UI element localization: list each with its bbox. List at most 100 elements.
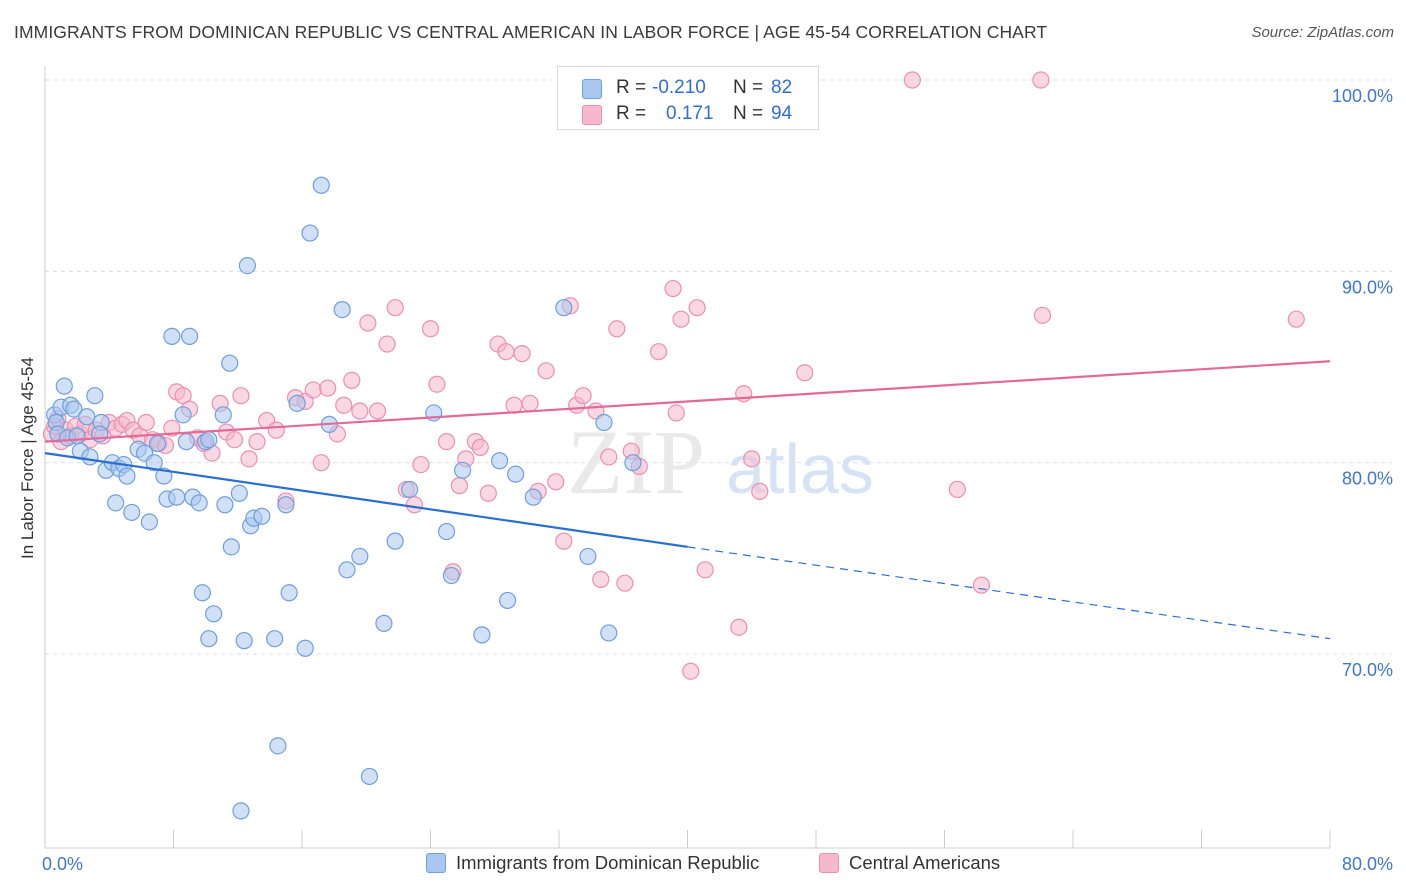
point-central-american <box>696 561 714 579</box>
legend-swatch-pink <box>582 105 602 125</box>
point-dominican <box>193 584 212 602</box>
point-central-american <box>240 450 258 468</box>
x-tick-label: 0.0% <box>42 854 83 874</box>
point-dominican <box>442 566 460 585</box>
point-dominican <box>235 632 253 650</box>
point-central-american <box>903 71 921 89</box>
point-dominican <box>238 256 256 275</box>
bottom-legend-dominican[interactable]: Immigrants from Dominican Republic <box>426 852 759 874</box>
point-dominican <box>524 488 542 506</box>
x-tick-labels: 0.0% 80.0% <box>42 854 1393 874</box>
point-central-american <box>335 396 353 414</box>
point-central-american <box>386 299 404 317</box>
point-dominican <box>81 448 99 466</box>
point-dominican <box>55 377 73 395</box>
y-tick-labels: 70.0% 80.0% 90.0% 100.0% <box>1332 86 1393 680</box>
grid-lines <box>45 79 1392 655</box>
point-dominican <box>266 630 284 648</box>
point-dominican <box>499 591 517 610</box>
y-tick-label: 100.0% <box>1332 86 1393 106</box>
bottom-legend-central[interactable]: Central Americans <box>819 852 1000 874</box>
chart-title: IMMIGRANTS FROM DOMINICAN REPUBLIC VS CE… <box>14 22 1048 42</box>
point-central-american <box>232 387 250 405</box>
point-central-american <box>137 413 155 432</box>
point-central-american <box>608 320 626 338</box>
point-dominican <box>86 387 104 405</box>
legend-n-value: 94 <box>771 103 793 124</box>
point-central-american <box>437 433 456 451</box>
point-dominican <box>177 433 195 451</box>
point-central-american <box>343 371 361 389</box>
point-dominican <box>454 461 472 479</box>
point-dominican <box>280 584 298 602</box>
legend-n-label: N = <box>733 103 764 124</box>
point-central-american <box>368 402 387 420</box>
legend-n-label: N = <box>733 77 764 98</box>
point-central-american <box>248 433 266 451</box>
point-dominican <box>473 626 491 644</box>
point-dominican <box>600 624 618 642</box>
point-dominican <box>595 413 613 432</box>
point-dominican <box>148 434 167 453</box>
point-dominican <box>490 452 509 470</box>
point-central-american <box>225 431 244 449</box>
point-dominican <box>68 427 86 445</box>
point-central-american <box>513 345 531 363</box>
watermark-atlas: atlas <box>726 430 874 508</box>
legend-swatch-blue <box>582 79 602 99</box>
point-central-american <box>412 455 430 474</box>
y-tick-label: 80.0% <box>1342 469 1393 489</box>
point-central-american <box>664 279 682 298</box>
point-central-american <box>948 480 966 499</box>
point-central-american <box>592 570 610 588</box>
point-dominican <box>555 299 573 317</box>
point-dominican <box>360 767 379 786</box>
point-dominican <box>168 488 186 506</box>
point-central-american <box>672 310 690 328</box>
y-tick-label: 70.0% <box>1342 660 1393 680</box>
point-central-american <box>616 574 634 592</box>
source-label: Source: ZipAtlas.com <box>1251 24 1394 41</box>
point-central-american <box>796 364 814 382</box>
point-central-american <box>537 362 555 380</box>
point-central-american <box>163 419 181 437</box>
point-dominican <box>118 467 136 485</box>
point-dominican <box>230 484 248 502</box>
point-central-american <box>730 618 748 636</box>
data-points <box>42 71 1305 820</box>
point-central-american <box>649 343 668 361</box>
point-dominican <box>232 802 250 820</box>
point-dominican <box>296 639 314 657</box>
point-central-american <box>479 484 497 502</box>
point-central-american <box>555 532 573 550</box>
point-dominican <box>624 454 642 472</box>
point-dominican <box>579 547 597 566</box>
point-dominican <box>200 630 218 648</box>
point-dominican <box>375 614 393 632</box>
point-dominican <box>123 503 141 522</box>
point-central-american <box>547 473 565 491</box>
point-central-american <box>421 320 440 338</box>
point-dominican <box>214 406 232 424</box>
legend-r-value: 0.171 <box>666 103 714 124</box>
point-central-american <box>1287 310 1305 328</box>
trend-line-central-american <box>44 360 1331 443</box>
point-central-american <box>521 394 539 412</box>
y-axis-title: In Labor Force | Age 45-54 <box>18 357 37 559</box>
point-dominican <box>301 224 319 242</box>
point-central-american <box>351 402 369 420</box>
legend: R = -0.210 N = 82 R = 0.171 N = 94 <box>557 66 819 130</box>
point-dominican <box>140 513 159 531</box>
point-dominican <box>190 494 208 512</box>
point-central-american <box>319 379 337 397</box>
point-central-american <box>267 421 285 439</box>
legend-n-value: 82 <box>771 77 793 98</box>
bottom-legend-swatch-blue <box>426 853 446 873</box>
point-central-american <box>972 576 991 594</box>
point-central-american <box>600 448 618 466</box>
bottom-legend-label: Immigrants from Dominican Republic <box>456 852 760 873</box>
point-dominican <box>333 301 351 319</box>
point-dominican <box>78 408 96 426</box>
point-central-american <box>667 404 685 422</box>
point-dominican <box>222 538 240 556</box>
